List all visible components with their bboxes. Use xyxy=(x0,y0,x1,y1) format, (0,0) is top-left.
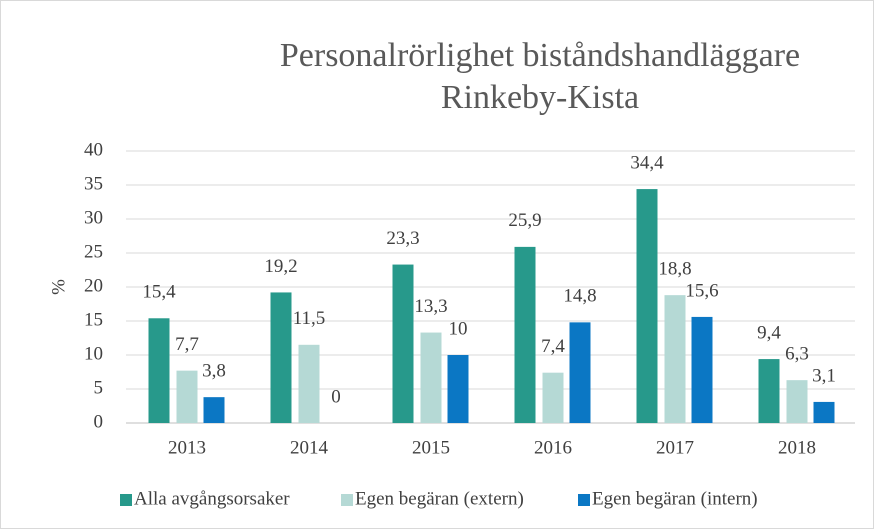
x-tick-label: 2013 xyxy=(168,437,206,458)
data-label: 23,3 xyxy=(386,228,419,249)
data-label: 3,8 xyxy=(202,361,226,382)
data-label: 18,8 xyxy=(658,259,691,280)
legend-label: Alla avgångsorsaker xyxy=(134,488,290,509)
bar xyxy=(664,295,686,423)
bar xyxy=(392,264,414,423)
bar xyxy=(176,370,198,423)
bar xyxy=(148,318,170,423)
y-tick-label: 0 xyxy=(94,411,104,432)
y-tick-label: 10 xyxy=(84,343,103,364)
y-tick-label: 15 xyxy=(84,309,103,330)
bar xyxy=(636,189,658,423)
data-label: 7,4 xyxy=(541,336,565,357)
y-tick-label: 5 xyxy=(94,377,104,398)
legend-swatch xyxy=(578,494,590,506)
x-tick-label: 2014 xyxy=(290,437,329,458)
y-tick-label: 25 xyxy=(84,241,103,262)
bar xyxy=(691,316,713,423)
bar xyxy=(786,380,808,423)
bar xyxy=(813,401,835,423)
data-label: 3,1 xyxy=(812,365,836,386)
bar xyxy=(270,292,292,423)
bar xyxy=(542,372,564,423)
legend-label: Egen begäran (intern) xyxy=(592,488,758,509)
y-tick-label: 40 xyxy=(84,139,103,160)
bar xyxy=(298,344,320,423)
bar xyxy=(758,359,780,423)
y-tick-label: 20 xyxy=(84,275,103,296)
legend-label: Egen begäran (extern) xyxy=(355,488,524,509)
data-label: 0 xyxy=(331,386,341,407)
data-label: 7,7 xyxy=(175,334,199,355)
legend-swatch xyxy=(341,494,353,506)
data-label: 25,9 xyxy=(508,210,541,231)
bar xyxy=(447,355,469,423)
x-tick-label: 2017 xyxy=(656,437,694,458)
x-tick-label: 2016 xyxy=(534,437,572,458)
bar xyxy=(420,332,442,423)
bar xyxy=(514,246,536,423)
data-label: 6,3 xyxy=(785,344,809,365)
y-tick-label: 35 xyxy=(84,173,103,194)
data-label: 15,6 xyxy=(685,280,718,301)
bar xyxy=(569,322,591,423)
y-axis-label: % xyxy=(48,279,69,295)
x-tick-label: 2015 xyxy=(412,437,450,458)
data-label: 19,2 xyxy=(264,256,297,277)
chart-title: Rinkeby-Kista xyxy=(441,79,639,116)
data-label: 9,4 xyxy=(757,322,781,343)
data-label: 13,3 xyxy=(414,296,447,317)
bar xyxy=(203,397,225,423)
data-label: 15,4 xyxy=(142,282,176,303)
legend-swatch xyxy=(120,494,132,506)
x-tick-label: 2018 xyxy=(778,437,816,458)
data-label: 14,8 xyxy=(563,286,596,307)
data-label: 34,4 xyxy=(630,152,664,173)
chart-title: Personalrörlighet biståndshandläggare xyxy=(280,37,800,74)
data-label: 10 xyxy=(449,318,468,339)
data-label: 11,5 xyxy=(293,308,326,329)
y-tick-label: 30 xyxy=(84,207,103,228)
